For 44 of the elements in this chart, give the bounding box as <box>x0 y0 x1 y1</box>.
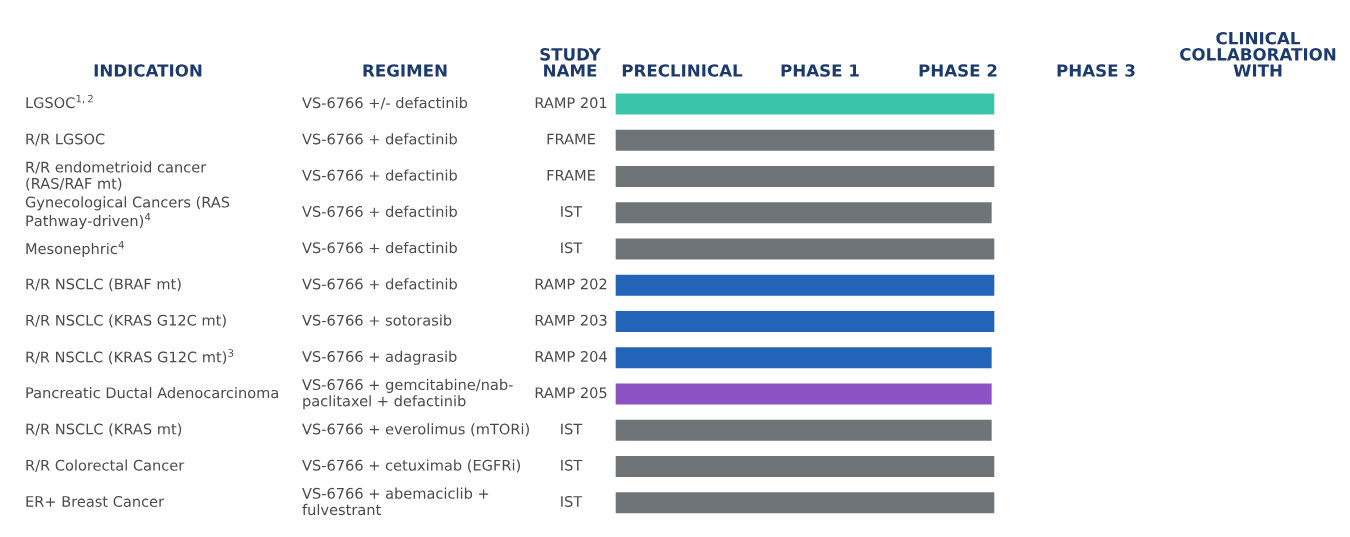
text: VS-6766 + abemaciclib + fulvestrant <box>302 487 489 516</box>
y-tick-label: R/R NSCLC (KRAS G12C mt)$^{3}$ <box>26 349 234 365</box>
text: VS-6766 + sotorasib <box>302 314 452 326</box>
text: PHASE 1 <box>781 64 859 77</box>
text: VS-6766 + defactinib <box>302 278 457 290</box>
y-tick-label: R/R NSCLC (BRAF mt) <box>26 278 181 292</box>
text: VS-6766 + adagrasib <box>302 350 457 365</box>
text: IST <box>561 423 583 435</box>
y-tick-label: Pancreatic Ductal Adenocarcinoma <box>26 386 278 399</box>
text: FRAME <box>547 169 595 181</box>
y-tick-label: R/R NSCLC (KRAS G12C mt) <box>26 314 226 328</box>
y-axis-title: INDICATION <box>94 64 202 77</box>
text: IST <box>561 495 583 507</box>
y-tick-label: Mesonephric$^{4}$ <box>26 240 124 257</box>
text: IST <box>561 205 583 218</box>
text: IST <box>561 242 583 254</box>
y-tick-label: LGSOC$^{1,2}$ <box>26 94 93 109</box>
text: CLINICAL COLLABORATION WITH <box>1180 31 1336 77</box>
text: VS-6766 + cetuximab (EGFRi) <box>302 459 520 473</box>
text: PRECLINICAL <box>622 64 743 77</box>
text: IST <box>561 459 583 471</box>
text: STUDY NAME <box>540 48 601 77</box>
text: VS-6766 + defactinib <box>302 205 457 218</box>
text: FRAME <box>547 133 595 145</box>
y-tick-label: R/R endometrioid cancer (RAS/RAF mt) <box>26 161 207 191</box>
text: RAMP 202 <box>535 278 607 290</box>
text: VS-6766 + everolimus (mTORi) <box>302 423 529 437</box>
text: PHASE 2 <box>919 64 997 77</box>
text: VS-6766 +/- defactinib <box>302 96 468 110</box>
text: PHASE 3 <box>1057 64 1135 77</box>
text: REGIMEN <box>363 64 447 77</box>
text: RAMP 201 <box>535 97 607 109</box>
text: RAMP 203 <box>535 314 607 326</box>
y-tick-label: Gynecological Cancers (RAS Pathway-driven)$^{4}$ <box>25 196 230 230</box>
text: RAMP 205 <box>535 387 607 399</box>
text: VS-6766 + defactinib <box>302 241 457 254</box>
text: RAMP 204 <box>535 350 607 363</box>
text: VS-6766 + defactinib <box>302 133 457 145</box>
y-tick-label: R/R LGSOC <box>26 133 105 146</box>
y-tick-label: ER+ Breast Cancer <box>26 495 165 507</box>
text: VS-6766 + gemcitabine/nab- paclitaxel + defactinib <box>302 378 513 410</box>
y-tick-label: R/R Colorectal Cancer <box>26 459 185 472</box>
text: VS-6766 + defactinib <box>302 169 457 181</box>
y-tick-label: R/R NSCLC (KRAS mt) <box>26 423 182 437</box>
